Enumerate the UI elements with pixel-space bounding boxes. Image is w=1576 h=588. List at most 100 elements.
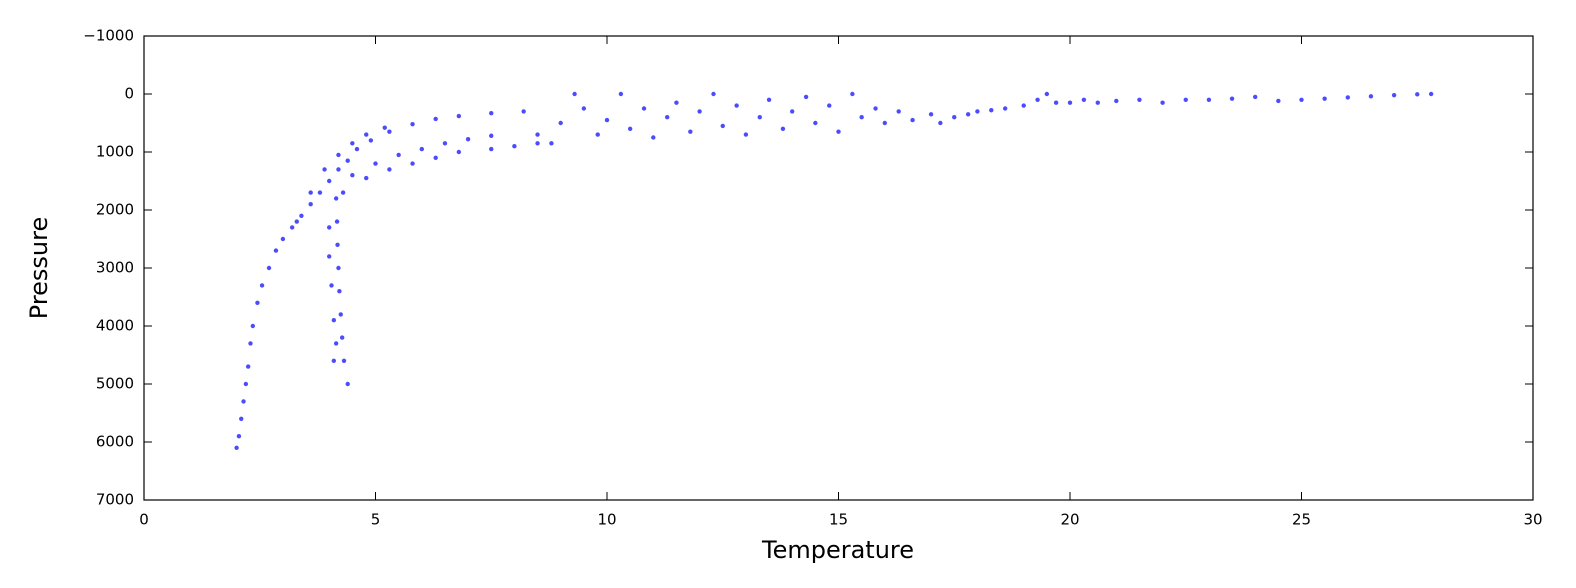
point <box>535 141 540 146</box>
point <box>259 283 265 288</box>
point <box>850 91 855 97</box>
point <box>266 265 272 271</box>
point <box>1276 98 1281 104</box>
point <box>327 178 332 184</box>
point <box>734 103 739 108</box>
point <box>674 100 679 105</box>
point <box>989 108 994 113</box>
point <box>364 175 369 181</box>
point <box>859 115 864 120</box>
point <box>248 341 253 346</box>
point <box>245 364 251 369</box>
point <box>456 113 462 119</box>
point <box>354 146 360 152</box>
point <box>1137 97 1142 103</box>
point <box>433 116 438 122</box>
x-axis-label: Temperature <box>761 536 914 564</box>
point <box>1322 96 1327 101</box>
point <box>1002 106 1008 111</box>
point <box>1206 97 1212 103</box>
point <box>280 236 286 242</box>
point <box>1067 100 1073 105</box>
point <box>836 129 841 134</box>
point <box>241 399 246 404</box>
point <box>336 265 341 271</box>
point <box>1368 94 1374 99</box>
point <box>743 132 749 137</box>
point <box>827 103 832 108</box>
point <box>250 323 256 329</box>
y-tick-label: 7000 <box>96 491 134 509</box>
point <box>382 125 387 130</box>
point <box>299 213 304 218</box>
point <box>572 91 577 97</box>
point <box>627 126 633 131</box>
point <box>882 120 887 126</box>
point <box>333 196 339 201</box>
y-tick-label: 1000 <box>96 143 134 161</box>
y-tick-label: 0 <box>124 85 134 103</box>
point <box>329 283 334 288</box>
point <box>651 135 656 140</box>
point <box>489 110 494 116</box>
point <box>341 358 347 363</box>
point <box>331 318 337 323</box>
point <box>410 121 415 127</box>
x-tick-label: 15 <box>829 511 848 529</box>
x-tick-label: 30 <box>1523 511 1542 529</box>
point <box>294 219 299 224</box>
point <box>239 416 244 421</box>
point <box>322 167 327 172</box>
point <box>604 117 610 123</box>
point <box>521 109 526 114</box>
point <box>308 190 313 195</box>
y-tick-label: 5000 <box>96 375 134 393</box>
point <box>952 115 957 120</box>
point <box>641 106 647 111</box>
point <box>1299 97 1304 103</box>
y-tick-label: 4000 <box>96 317 134 335</box>
point <box>790 109 795 114</box>
point <box>345 381 350 387</box>
x-tick-label: 10 <box>597 511 616 529</box>
point <box>1415 92 1420 97</box>
point <box>975 109 980 114</box>
point <box>333 341 339 346</box>
point <box>350 173 355 178</box>
point <box>317 190 323 195</box>
point <box>465 137 471 142</box>
point <box>327 225 332 230</box>
point <box>1021 103 1026 108</box>
point <box>595 132 600 137</box>
point <box>456 149 462 155</box>
point <box>433 155 438 160</box>
point <box>1229 96 1235 101</box>
point <box>618 91 624 97</box>
point <box>289 225 295 230</box>
point <box>234 445 239 450</box>
point <box>1095 100 1100 105</box>
point <box>364 132 369 137</box>
point <box>1345 95 1351 100</box>
point <box>664 115 670 120</box>
point <box>720 123 725 129</box>
point <box>1391 92 1397 98</box>
point <box>336 152 341 158</box>
x-tick-label: 0 <box>139 511 149 529</box>
point <box>335 242 340 247</box>
point <box>1044 91 1050 97</box>
x-tick-label: 20 <box>1060 511 1079 529</box>
point <box>489 146 494 152</box>
point <box>688 129 693 134</box>
x-tick-label: 25 <box>1292 511 1311 529</box>
point <box>345 158 350 163</box>
point <box>558 120 563 126</box>
point <box>338 312 343 317</box>
point <box>236 434 242 439</box>
point <box>308 202 313 207</box>
point <box>766 97 772 103</box>
point <box>1081 97 1087 103</box>
point <box>1253 94 1258 100</box>
